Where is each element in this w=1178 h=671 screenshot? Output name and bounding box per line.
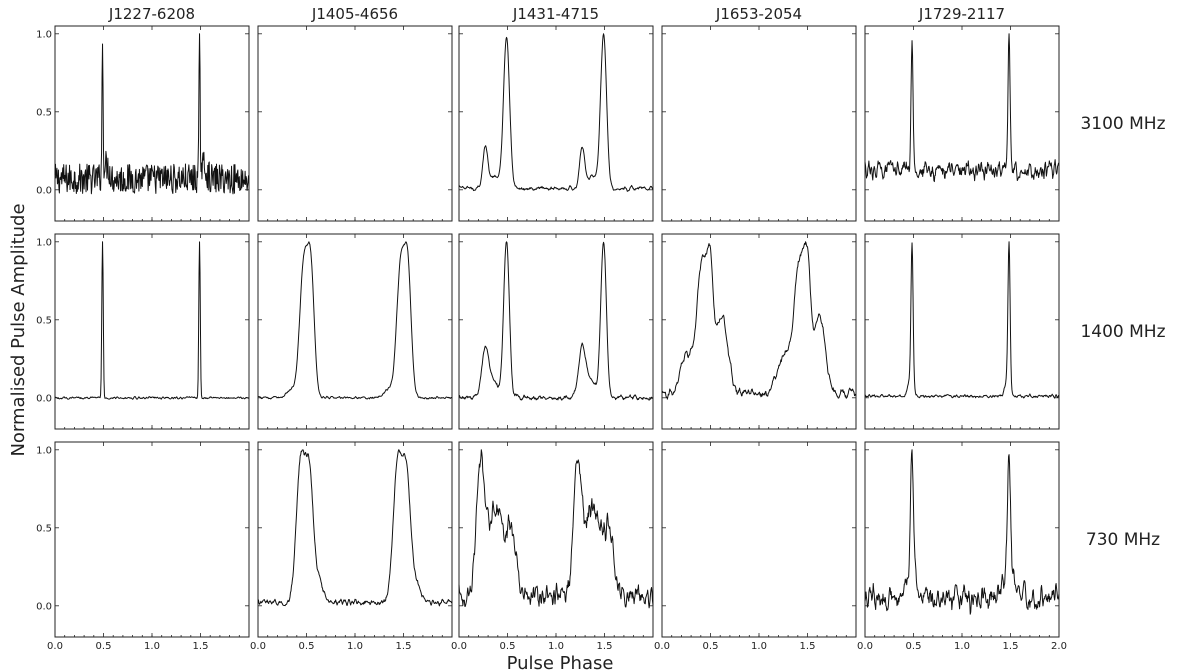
panel-j1431-4715-3100mhz [458, 25, 654, 222]
panel-j1227-6208-730mhz: 0.0 0.5 1.0 1.5 0.0 0.5 1.0 [36, 441, 250, 652]
frequency-label-3100-mhz: 3100 MHz [1080, 114, 1165, 134]
x-tick-label: 1.5 [193, 641, 209, 652]
x-tick-label: 1.0 [548, 641, 564, 652]
panel-frame [257, 25, 453, 222]
x-tick-label: 1.0 [954, 641, 970, 652]
panel-grid: 0.00.51.00.00.51.00.0 0.5 1.0 1.50.00.51.00… [36, 25, 1067, 652]
x-tick-label: 0.0 [451, 641, 467, 652]
x-tick-label: 1.0 [751, 641, 767, 652]
pulse-profile-trace [864, 449, 1060, 615]
pulse-profile-trace [257, 241, 453, 400]
x-tick-label: 0.0 [47, 641, 63, 652]
x-tick-label: 1.0 [144, 641, 160, 652]
pulsar-name-j1729-2117: J1729-2117 [918, 5, 1005, 23]
panel-j1653-2054-730mhz: 0.0 0.5 1.0 1.5 [654, 441, 857, 652]
pulse-profile-trace [458, 33, 654, 192]
y-tick-label: 0.5 [36, 107, 52, 118]
panel-frame [661, 25, 857, 222]
x-tick-label: 0.5 [703, 641, 719, 652]
panel-frame [257, 441, 453, 638]
panel-j1653-2054-1400mhz [661, 233, 857, 430]
pulsar-name-labels: J1227-6208 J1405-4656 J1431-4715 J1653-2054… [108, 5, 1005, 23]
pulse-profile-trace [864, 241, 1060, 399]
panel-j1405-4656-1400mhz [257, 233, 453, 430]
panel-frame [458, 25, 654, 222]
x-tick-label: 1.0 [347, 641, 363, 652]
y-tick-label: 0.0 [36, 185, 52, 196]
x-tick-label: 1.5 [597, 641, 613, 652]
pulsar-name-j1653-2054: J1653-2054 [715, 5, 802, 23]
pulse-profile-trace [864, 33, 1060, 183]
y-tick-label: 0.5 [36, 315, 52, 326]
pulse-profile-trace [257, 449, 453, 607]
x-tick-label: 0.0 [857, 641, 873, 652]
x-tick-label: 1.5 [800, 641, 816, 652]
panel-j1431-4715-1400mhz [458, 233, 654, 430]
x-tick-label: 0.5 [96, 641, 112, 652]
frequency-label-1400-mhz: 1400 MHz [1080, 322, 1165, 342]
frequency-label-730-mhz: 730 MHz [1086, 530, 1160, 550]
x-tick-label: 0.5 [299, 641, 315, 652]
y-tick-label: 1.0 [36, 445, 52, 456]
pulse-profile-trace [661, 241, 857, 400]
panel-j1227-6208-1400mhz: 0.0 0.5 1.0 [36, 233, 250, 430]
panel-j1405-4656-3100mhz [257, 25, 453, 222]
pulse-profile-trace [458, 449, 654, 609]
panel-frame [864, 233, 1060, 430]
y-tick-label: 0.0 [36, 601, 52, 612]
panel-j1653-2054-3100mhz [661, 25, 857, 222]
y-axis-label: Normalised Pulse Amplitude [8, 203, 29, 456]
pulse-profile-trace [54, 241, 250, 400]
x-tick-label: 0.5 [500, 641, 516, 652]
panel-j1729-2117-1400mhz [864, 233, 1060, 430]
y-tick-label: 1.0 [36, 29, 52, 40]
x-axis-label: Pulse Phase [507, 653, 614, 671]
frequency-labels: 3100 MHz 1400 MHz 730 MHz [1080, 114, 1165, 550]
x-tick-label: 1.5 [396, 641, 412, 652]
pulsar-name-j1227-6208: J1227-6208 [108, 5, 195, 23]
pulse-profile-trace [54, 33, 250, 195]
y-tick-label: 1.0 [36, 237, 52, 248]
panel-frame [257, 233, 453, 430]
panel-frame [54, 441, 250, 638]
x-tick-label: 0.0 [654, 641, 670, 652]
panel-j1729-2117-3100mhz [864, 25, 1060, 222]
panel-j1405-4656-730mhz: 0.0 0.5 1.0 1.5 [250, 441, 453, 652]
x-tick-label: 1.5 [1003, 641, 1019, 652]
pulse-profile-trace [458, 241, 654, 401]
panel-frame [54, 233, 250, 430]
panel-frame [458, 441, 654, 638]
x-tick-label: 0.0 [250, 641, 266, 652]
panel-frame [661, 233, 857, 430]
panel-j1227-6208-3100mhz: 0.0 0.5 1.0 [36, 25, 250, 222]
panel-j1431-4715-730mhz: 0.0 0.5 1.0 1.5 [451, 441, 654, 652]
panel-j1729-2117-730mhz: 0.0 0.5 1.0 1.5 2.0 [857, 441, 1067, 652]
pulsar-name-j1405-4656: J1405-4656 [311, 5, 398, 23]
panel-frame [661, 441, 857, 638]
y-tick-label: 0.5 [36, 523, 52, 534]
x-tick-label: 0.5 [906, 641, 922, 652]
pulsar-name-j1431-4715: J1431-4715 [512, 5, 599, 23]
y-tick-label: 0.0 [36, 393, 52, 404]
panel-frame [54, 25, 250, 222]
x-tick-label: 2.0 [1051, 641, 1067, 652]
panel-frame [864, 441, 1060, 638]
panel-frame [864, 25, 1060, 222]
